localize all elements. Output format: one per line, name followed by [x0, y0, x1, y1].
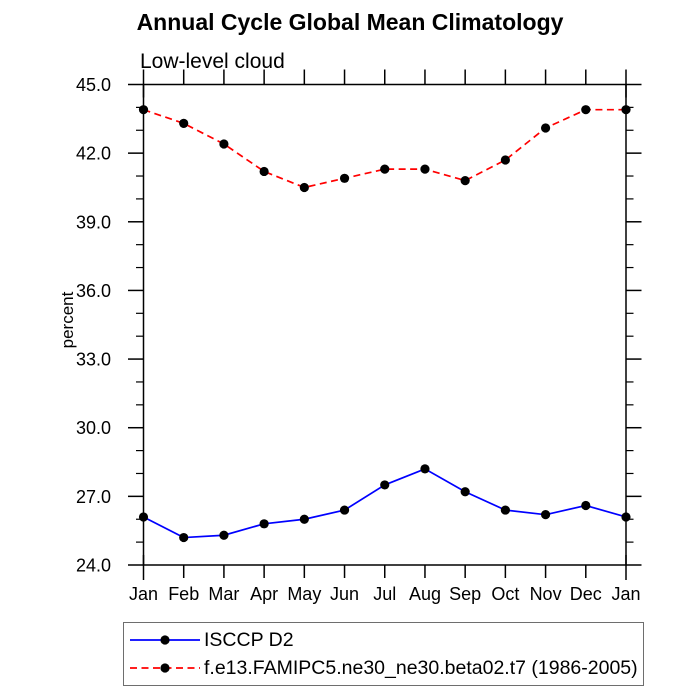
x-tick-label: Jun	[330, 584, 359, 604]
data-point-marker	[219, 139, 229, 149]
data-point-marker	[500, 155, 510, 165]
data-point-marker	[339, 505, 350, 515]
data-point-marker	[299, 182, 309, 193]
legend: ISCCP D2 f.e13.FAMIPC5.ne30_ne30.beta02.…	[123, 622, 644, 686]
x-tick-label: Apr	[250, 584, 278, 604]
x-tick-label: Sep	[449, 584, 481, 604]
x-tick-label: Dec	[570, 584, 602, 604]
chart-title: Annual Cycle Global Mean Climatology	[136, 9, 564, 35]
data-point-marker	[581, 105, 591, 115]
data-point-marker	[540, 123, 551, 133]
data-point-marker	[138, 512, 149, 522]
y-tick-label: 30.0	[76, 418, 111, 438]
data-point-marker	[380, 164, 390, 174]
data-point-marker	[621, 105, 631, 115]
plot-frame	[142, 83, 627, 566]
data-point-marker	[581, 500, 591, 511]
data-point-marker	[460, 176, 470, 186]
y-tick-label: 36.0	[76, 281, 111, 301]
y-tick-label: 33.0	[76, 350, 111, 370]
data-point-marker	[299, 514, 309, 524]
x-tick-label: Jan	[129, 584, 158, 604]
chart-subtitle: Low-level cloud	[140, 50, 285, 73]
data-point-marker	[179, 532, 189, 543]
data-point-marker	[420, 464, 430, 474]
y-tick-label: 39.0	[76, 212, 111, 232]
data-point-marker	[339, 173, 350, 183]
y-tick-label: 45.0	[76, 75, 111, 95]
data-point-marker	[621, 512, 631, 522]
data-point-marker	[540, 510, 551, 520]
x-tick-label: Nov	[530, 584, 562, 604]
x-tick-label: Jan	[611, 584, 640, 604]
data-point-marker	[219, 530, 229, 540]
x-tick-label: Mar	[208, 584, 239, 604]
series-line-1	[143, 108, 626, 189]
data-point-marker	[138, 105, 149, 115]
x-tick-label: Feb	[168, 584, 199, 604]
legend-label: ISCCP D2	[204, 628, 294, 651]
data-point-marker	[259, 166, 269, 177]
x-tick-label: Aug	[409, 584, 441, 604]
legend-label: f.e13.FAMIPC5.ne30_ne30.beta02.t7 (1986-…	[204, 656, 638, 679]
data-point-marker	[179, 118, 189, 128]
series-line-0	[143, 467, 627, 539]
x-tick-label: Jul	[373, 584, 396, 604]
legend-dashed-line-icon	[130, 663, 200, 673]
legend-item: ISCCP D2	[124, 626, 643, 654]
data-point-marker	[259, 519, 269, 529]
x-tick-label: Oct	[491, 584, 519, 604]
data-point-marker	[500, 505, 510, 515]
data-point-marker	[460, 487, 470, 497]
data-point-marker	[420, 164, 430, 174]
legend-item: f.e13.FAMIPC5.ne30_ne30.beta02.t7 (1986-…	[124, 654, 643, 682]
data-point-marker	[380, 480, 390, 490]
y-tick-label: 24.0	[76, 556, 111, 576]
y-tick-label: 27.0	[76, 487, 111, 507]
y-tick-label: 42.0	[76, 144, 111, 164]
legend-solid-line-icon	[130, 635, 200, 645]
x-tick-label: May	[287, 584, 321, 604]
